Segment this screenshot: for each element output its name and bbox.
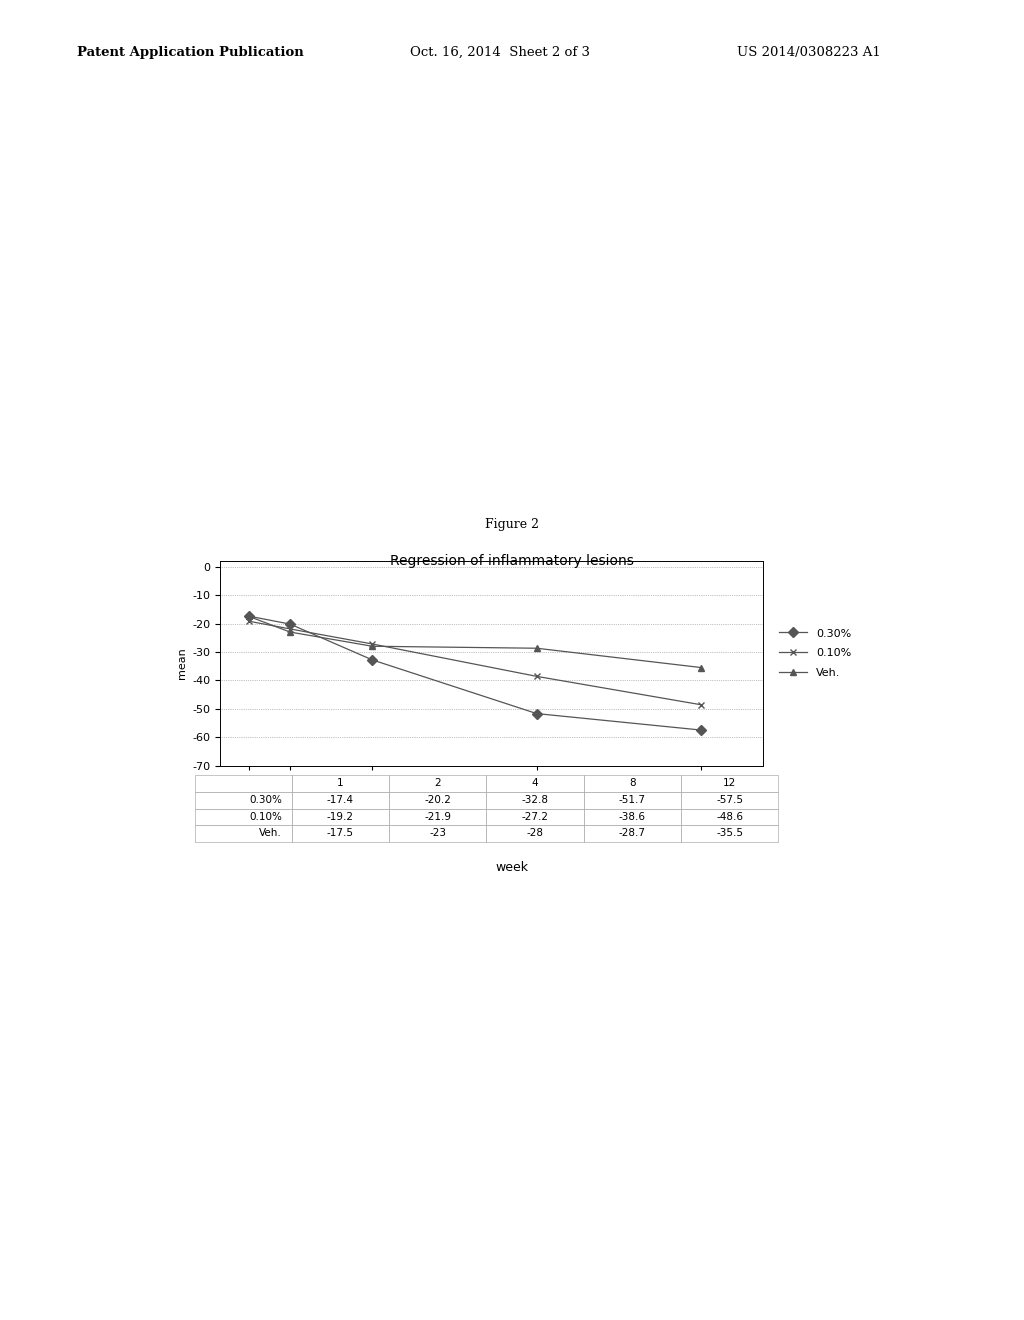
0.10% — [243, 614, 255, 630]
Veh. — [284, 624, 296, 640]
Y-axis label: mean: mean — [177, 647, 186, 680]
Line: 0.30%: 0.30% — [246, 612, 705, 734]
0.10% — [695, 697, 708, 713]
Text: Regression of inflammatory lesions: Regression of inflammatory lesions — [390, 554, 634, 569]
0.30% — [284, 616, 296, 632]
0.30% — [695, 722, 708, 738]
Text: Oct. 16, 2014  Sheet 2 of 3: Oct. 16, 2014 Sheet 2 of 3 — [410, 46, 590, 59]
Veh. — [367, 639, 379, 655]
Text: US 2014/0308223 A1: US 2014/0308223 A1 — [737, 46, 881, 59]
Legend: 0.30%, 0.10%, Veh.: 0.30%, 0.10%, Veh. — [779, 628, 851, 678]
0.10% — [367, 636, 379, 652]
0.10% — [284, 620, 296, 636]
Veh. — [243, 609, 255, 624]
Line: 0.10%: 0.10% — [246, 618, 705, 709]
Text: Figure 2: Figure 2 — [485, 517, 539, 531]
0.10% — [530, 668, 543, 684]
0.30% — [530, 706, 543, 722]
0.30% — [243, 609, 255, 624]
Veh. — [695, 660, 708, 676]
Line: Veh.: Veh. — [246, 612, 705, 671]
0.30% — [367, 652, 379, 668]
Veh. — [530, 640, 543, 656]
Text: week: week — [496, 861, 528, 874]
Text: Patent Application Publication: Patent Application Publication — [77, 46, 303, 59]
